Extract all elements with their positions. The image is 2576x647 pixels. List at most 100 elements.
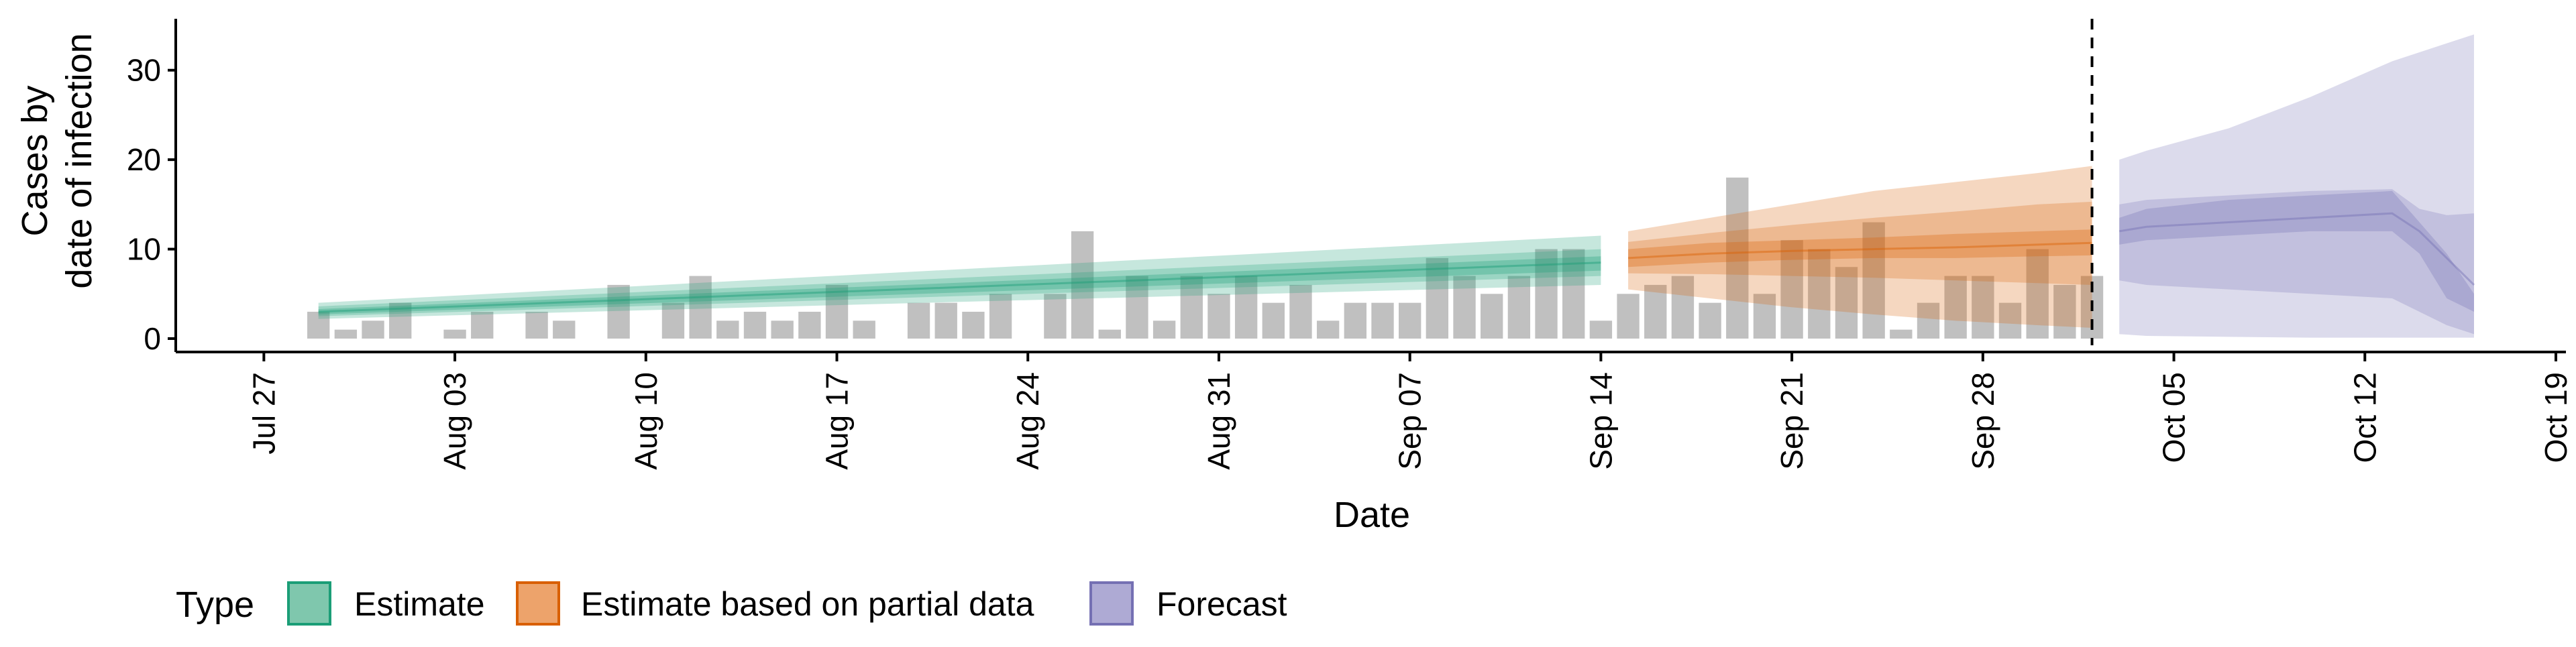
x-tick-label: Jul 27	[246, 372, 281, 455]
band-outer-forecast	[2119, 34, 2474, 338]
bar	[307, 311, 330, 339]
bar	[553, 320, 576, 339]
legend-label-estimate: Estimate	[354, 585, 485, 623]
axes-layer: 0 10 20 30 Jul 27 Aug 03 Aug 10 Aug 17 Aug 24 Aug…	[127, 19, 2573, 470]
bar	[1644, 284, 1667, 339]
bar	[1398, 302, 1421, 339]
y-tick-label: 10	[127, 232, 161, 267]
x-tick-label: Sep 28	[1966, 372, 2000, 470]
bar	[1917, 302, 1940, 339]
bar	[389, 302, 412, 339]
x-tick-label: Sep 07	[1393, 372, 1428, 470]
bar	[1453, 276, 1476, 339]
x-tick-label: Oct 12	[2347, 372, 2382, 463]
y-axis-title-line-1: Cases by	[15, 85, 55, 236]
bar	[1535, 249, 1558, 339]
median-line-forecast	[2118, 212, 2475, 286]
band-mid-estimate	[318, 249, 1601, 316]
bar	[962, 311, 985, 339]
bar	[1617, 294, 1640, 339]
bar	[1890, 329, 1913, 339]
bar	[1780, 240, 1803, 339]
x-tick-label: Aug 10	[629, 372, 663, 470]
x-tick-label: Aug 24	[1010, 372, 1045, 470]
bar	[1208, 294, 1230, 339]
bar	[934, 302, 957, 339]
band-inner-forecast	[2119, 190, 2474, 312]
band-outer-estimate	[318, 235, 1601, 319]
bar	[525, 311, 548, 339]
bar	[1262, 302, 1285, 339]
bar	[1098, 329, 1121, 339]
x-tick-label: Sep 14	[1583, 372, 1618, 470]
median-line-estimate-based-on-partial-data	[1627, 241, 2092, 259]
bar	[798, 311, 821, 339]
bands-layer	[318, 34, 2475, 338]
y-axis-title-line-2: date of infection	[59, 33, 99, 288]
legend-key-forecast	[1089, 581, 1134, 626]
bar	[771, 320, 794, 339]
bar	[1289, 284, 1312, 339]
legend-label-partial: Estimate based on partial data	[581, 585, 1034, 623]
bar	[1808, 249, 1831, 339]
x-tick-label: Aug 31	[1201, 372, 1236, 470]
median-line-estimate	[318, 261, 1601, 313]
legend-key-estimate	[287, 581, 331, 626]
x-tick-label: Sep 21	[1774, 372, 1809, 470]
band-mid-forecast	[2119, 189, 2474, 335]
bar	[2053, 284, 2076, 339]
legend-key-partial	[516, 581, 560, 626]
band-outer-estimate-based-on-partial-data	[1628, 166, 2092, 328]
bar	[1944, 276, 1967, 339]
bar	[1126, 276, 1148, 339]
bar	[1726, 177, 1749, 339]
bar	[716, 320, 739, 339]
x-tick-label: Oct 05	[2157, 372, 2192, 463]
bar	[661, 302, 685, 339]
x-axis-title: Date	[1334, 495, 1410, 535]
bar	[1998, 302, 2022, 339]
bar	[607, 284, 630, 339]
bar	[1152, 320, 1176, 339]
band-inner-estimate-based-on-partial-data	[1628, 229, 2092, 268]
bar	[689, 276, 712, 339]
bar	[1316, 320, 1340, 339]
bar	[1862, 222, 1885, 339]
bar	[1671, 276, 1695, 339]
bar	[1562, 249, 1585, 339]
bar	[1044, 294, 1067, 339]
bar	[1753, 294, 1776, 339]
bar	[989, 294, 1012, 339]
y-tick-label: 30	[127, 53, 161, 88]
bar	[1234, 276, 1258, 339]
bar	[853, 320, 875, 339]
bar	[1481, 294, 1503, 339]
bar	[471, 311, 494, 339]
bar	[1699, 302, 1721, 339]
bar	[362, 320, 384, 339]
bar	[1371, 302, 1394, 339]
band-inner-estimate	[318, 256, 1601, 314]
y-tick-label: 0	[144, 321, 161, 356]
bars-layer	[307, 177, 2104, 339]
bar	[334, 329, 358, 339]
x-tick-label: Aug 17	[820, 372, 855, 470]
legend: Type Estimate Estimate based on partial …	[176, 581, 1287, 626]
bar	[1972, 276, 1994, 339]
band-mid-estimate-based-on-partial-data	[1628, 201, 2092, 285]
legend-label-forecast: Forecast	[1157, 585, 1287, 623]
x-tick-label: Oct 19	[2538, 372, 2573, 463]
y-tick-label: 20	[127, 142, 161, 177]
bar	[1507, 276, 1531, 339]
legend-title: Type	[176, 585, 254, 625]
bar	[743, 311, 767, 339]
bar	[1835, 267, 1858, 339]
bar	[1589, 320, 1613, 339]
bar	[907, 302, 930, 339]
bar	[1426, 257, 1449, 339]
bar	[1180, 276, 1203, 339]
bar	[2026, 249, 2049, 339]
bar	[443, 329, 466, 339]
